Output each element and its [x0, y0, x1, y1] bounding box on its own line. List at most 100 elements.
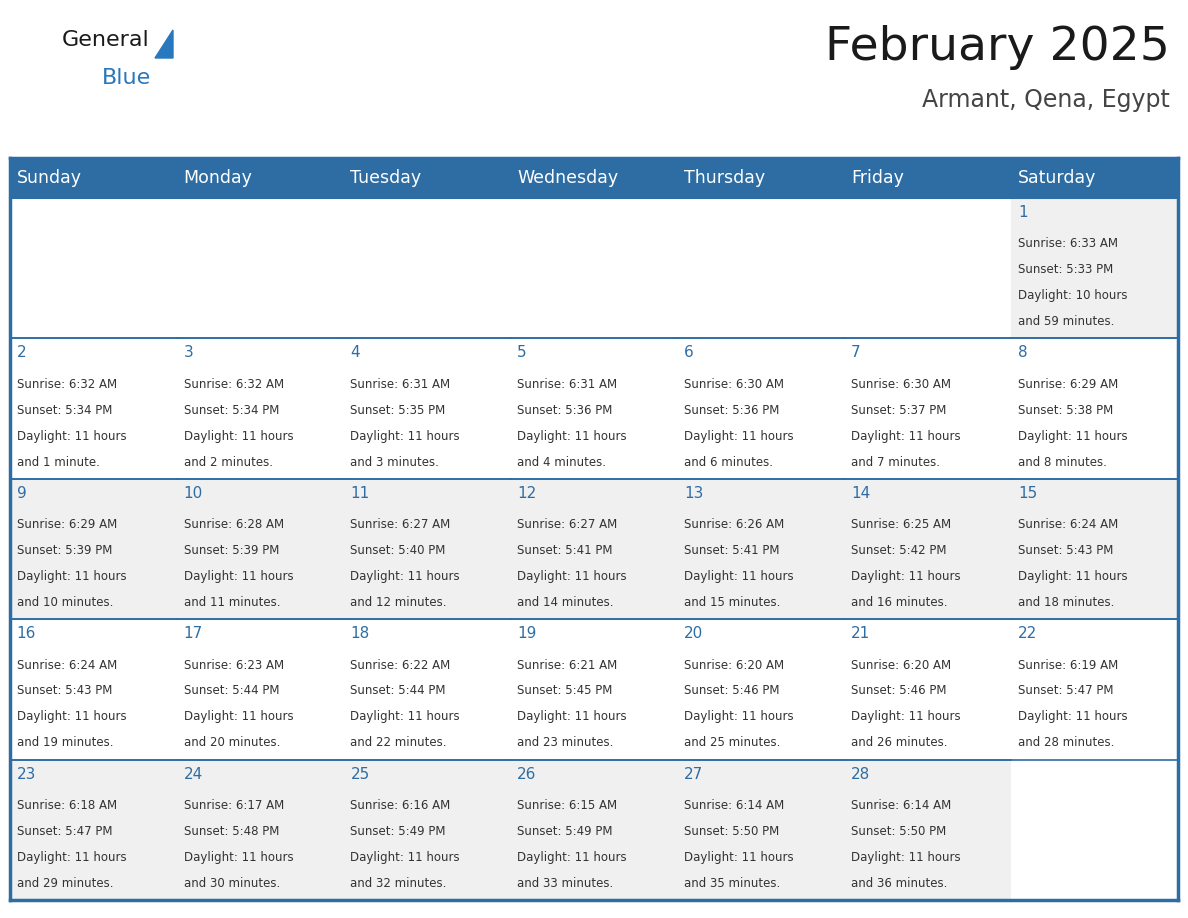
Text: and 10 minutes.: and 10 minutes.: [17, 596, 113, 609]
Text: Sunrise: 6:22 AM: Sunrise: 6:22 AM: [350, 658, 450, 671]
Text: and 20 minutes.: and 20 minutes.: [183, 736, 280, 749]
Text: Sunset: 5:39 PM: Sunset: 5:39 PM: [17, 544, 112, 557]
Text: and 2 minutes.: and 2 minutes.: [183, 455, 272, 468]
Text: Monday: Monday: [183, 169, 252, 187]
Text: Sunrise: 6:32 AM: Sunrise: 6:32 AM: [183, 377, 284, 391]
Text: Tuesday: Tuesday: [350, 169, 422, 187]
Text: and 7 minutes.: and 7 minutes.: [851, 455, 940, 468]
Bar: [10, 158, 177, 198]
Bar: [177, 339, 343, 479]
Text: Daylight: 11 hours: Daylight: 11 hours: [851, 570, 961, 583]
Text: Daylight: 11 hours: Daylight: 11 hours: [1018, 711, 1127, 723]
Text: Daylight: 11 hours: Daylight: 11 hours: [517, 711, 627, 723]
Text: Sunday: Sunday: [17, 169, 82, 187]
Text: Daylight: 11 hours: Daylight: 11 hours: [684, 570, 794, 583]
Text: Sunset: 5:49 PM: Sunset: 5:49 PM: [517, 825, 613, 838]
Text: Sunrise: 6:21 AM: Sunrise: 6:21 AM: [517, 658, 618, 671]
Text: and 3 minutes.: and 3 minutes.: [350, 455, 440, 468]
Text: and 15 minutes.: and 15 minutes.: [684, 596, 781, 609]
Text: Daylight: 11 hours: Daylight: 11 hours: [517, 430, 627, 442]
Text: Sunset: 5:50 PM: Sunset: 5:50 PM: [851, 825, 946, 838]
Text: 25: 25: [350, 767, 369, 781]
Text: and 11 minutes.: and 11 minutes.: [183, 596, 280, 609]
Text: 23: 23: [17, 767, 36, 781]
Bar: [1011, 479, 1178, 620]
Bar: [511, 339, 677, 479]
Text: Sunset: 5:35 PM: Sunset: 5:35 PM: [350, 404, 446, 417]
Text: Daylight: 11 hours: Daylight: 11 hours: [517, 851, 627, 864]
Text: Daylight: 10 hours: Daylight: 10 hours: [1018, 289, 1127, 302]
Bar: [343, 620, 511, 759]
Text: Sunrise: 6:30 AM: Sunrise: 6:30 AM: [851, 377, 950, 391]
Text: and 8 minutes.: and 8 minutes.: [1018, 455, 1107, 468]
Text: Sunset: 5:46 PM: Sunset: 5:46 PM: [851, 685, 947, 698]
Bar: [845, 339, 1011, 479]
Bar: [10, 759, 177, 900]
Bar: [177, 759, 343, 900]
Bar: [677, 620, 845, 759]
Text: Daylight: 11 hours: Daylight: 11 hours: [183, 711, 293, 723]
Bar: [511, 158, 677, 198]
Bar: [677, 339, 845, 479]
Text: Sunset: 5:47 PM: Sunset: 5:47 PM: [1018, 685, 1113, 698]
Text: Sunset: 5:44 PM: Sunset: 5:44 PM: [183, 685, 279, 698]
Text: Sunrise: 6:24 AM: Sunrise: 6:24 AM: [17, 658, 116, 671]
Text: Sunrise: 6:31 AM: Sunrise: 6:31 AM: [517, 377, 618, 391]
Text: Daylight: 11 hours: Daylight: 11 hours: [17, 851, 126, 864]
Text: and 19 minutes.: and 19 minutes.: [17, 736, 113, 749]
Bar: [511, 620, 677, 759]
Text: and 23 minutes.: and 23 minutes.: [517, 736, 614, 749]
Text: Sunset: 5:39 PM: Sunset: 5:39 PM: [183, 544, 279, 557]
Text: 7: 7: [851, 345, 860, 361]
Text: Daylight: 11 hours: Daylight: 11 hours: [684, 430, 794, 442]
Bar: [677, 759, 845, 900]
Text: 28: 28: [851, 767, 870, 781]
Text: 19: 19: [517, 626, 537, 641]
Text: Sunset: 5:47 PM: Sunset: 5:47 PM: [17, 825, 112, 838]
Text: Sunrise: 6:26 AM: Sunrise: 6:26 AM: [684, 518, 784, 532]
Text: 15: 15: [1018, 486, 1037, 501]
Text: 21: 21: [851, 626, 870, 641]
Bar: [677, 479, 845, 620]
Bar: [845, 479, 1011, 620]
Text: Daylight: 11 hours: Daylight: 11 hours: [684, 711, 794, 723]
Text: Daylight: 11 hours: Daylight: 11 hours: [517, 570, 627, 583]
Text: and 14 minutes.: and 14 minutes.: [517, 596, 614, 609]
Text: Daylight: 11 hours: Daylight: 11 hours: [17, 430, 126, 442]
Text: 18: 18: [350, 626, 369, 641]
Text: 3: 3: [183, 345, 194, 361]
Bar: [511, 479, 677, 620]
Text: 24: 24: [183, 767, 203, 781]
Text: and 18 minutes.: and 18 minutes.: [1018, 596, 1114, 609]
Bar: [1011, 339, 1178, 479]
Text: Sunset: 5:40 PM: Sunset: 5:40 PM: [350, 544, 446, 557]
Text: Daylight: 11 hours: Daylight: 11 hours: [684, 851, 794, 864]
Text: Sunrise: 6:20 AM: Sunrise: 6:20 AM: [851, 658, 952, 671]
Text: Sunset: 5:44 PM: Sunset: 5:44 PM: [350, 685, 446, 698]
Text: Sunrise: 6:16 AM: Sunrise: 6:16 AM: [350, 799, 450, 812]
Text: Sunrise: 6:29 AM: Sunrise: 6:29 AM: [17, 518, 116, 532]
Text: Daylight: 11 hours: Daylight: 11 hours: [350, 430, 460, 442]
Text: Sunrise: 6:27 AM: Sunrise: 6:27 AM: [517, 518, 618, 532]
Text: 5: 5: [517, 345, 526, 361]
Text: Blue: Blue: [102, 68, 151, 88]
Text: Sunset: 5:42 PM: Sunset: 5:42 PM: [851, 544, 947, 557]
Text: Wednesday: Wednesday: [517, 169, 619, 187]
Text: Daylight: 11 hours: Daylight: 11 hours: [183, 570, 293, 583]
Text: 22: 22: [1018, 626, 1037, 641]
Text: 10: 10: [183, 486, 203, 501]
Text: Sunrise: 6:20 AM: Sunrise: 6:20 AM: [684, 658, 784, 671]
Text: Daylight: 11 hours: Daylight: 11 hours: [851, 430, 961, 442]
Text: Sunrise: 6:17 AM: Sunrise: 6:17 AM: [183, 799, 284, 812]
Text: and 4 minutes.: and 4 minutes.: [517, 455, 606, 468]
Text: Sunset: 5:41 PM: Sunset: 5:41 PM: [684, 544, 779, 557]
Text: 9: 9: [17, 486, 26, 501]
Text: Sunrise: 6:18 AM: Sunrise: 6:18 AM: [17, 799, 116, 812]
Text: 2: 2: [17, 345, 26, 361]
Text: Sunrise: 6:29 AM: Sunrise: 6:29 AM: [1018, 377, 1118, 391]
Text: Sunset: 5:48 PM: Sunset: 5:48 PM: [183, 825, 279, 838]
Text: Daylight: 11 hours: Daylight: 11 hours: [1018, 430, 1127, 442]
Text: Friday: Friday: [851, 169, 904, 187]
Text: 16: 16: [17, 626, 36, 641]
Text: Daylight: 11 hours: Daylight: 11 hours: [851, 711, 961, 723]
